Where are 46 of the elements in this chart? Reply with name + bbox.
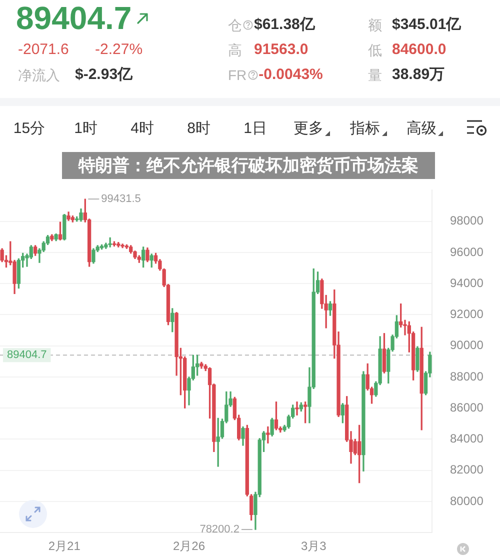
text: 15分	[13, 118, 46, 138]
ref-line-label: 89404.7	[7, 349, 47, 362]
text: $345.01亿	[392, 15, 462, 35]
chart-title: 特朗普：绝不允许银行破坏加密货币市场法案	[78, 156, 418, 175]
y-tick-label: 86000	[450, 400, 484, 414]
text: 高级	[406, 118, 436, 138]
text: 1日	[244, 118, 267, 138]
text: 指标	[350, 118, 380, 138]
text: 高	[228, 41, 242, 60]
text: 38.89万	[392, 65, 445, 85]
text: -2.27%	[95, 40, 143, 60]
text: 84600.0	[392, 40, 446, 60]
annotation: 99431.5	[101, 193, 141, 206]
text: $61.38亿	[254, 15, 315, 35]
text: 更多	[293, 118, 324, 138]
candlestick	[295, 402, 299, 416]
text: 额	[368, 16, 382, 35]
x-tick-label: 2月21	[48, 539, 81, 554]
text: 低	[368, 41, 382, 60]
x-tick-label: 2月26	[172, 539, 206, 554]
candlestick	[108, 237, 112, 248]
y-tick-label: 80000	[450, 494, 484, 508]
text: 89404.7	[16, 0, 132, 36]
y-tick-label: 88000	[450, 369, 484, 384]
text: 仓	[228, 16, 242, 35]
text: FR	[228, 66, 247, 85]
y-tick-label: 82000	[450, 462, 484, 477]
text: 4时	[130, 118, 154, 138]
text: $-2.93亿	[75, 65, 133, 85]
candlestick	[216, 418, 220, 467]
y-tick-label: 90000	[450, 338, 484, 352]
y-tick-label: 92000	[450, 307, 484, 322]
x-tick-label: 3月3	[300, 539, 327, 554]
annotation: 78200.2	[200, 524, 240, 536]
text: -2071.6	[18, 40, 70, 60]
y-tick-label: 96000	[450, 244, 484, 259]
text: 91563.0	[254, 40, 308, 60]
text: 8时	[187, 118, 210, 138]
text: 1时	[74, 118, 98, 138]
text: 净流入	[18, 66, 61, 85]
text: -0.0043%	[258, 65, 323, 85]
y-tick-label: 84000	[450, 432, 484, 446]
y-tick-label: 98000	[450, 214, 484, 228]
text: 量	[368, 66, 382, 85]
y-tick-label: 94000	[450, 276, 484, 290]
candlestick	[266, 426, 270, 444]
